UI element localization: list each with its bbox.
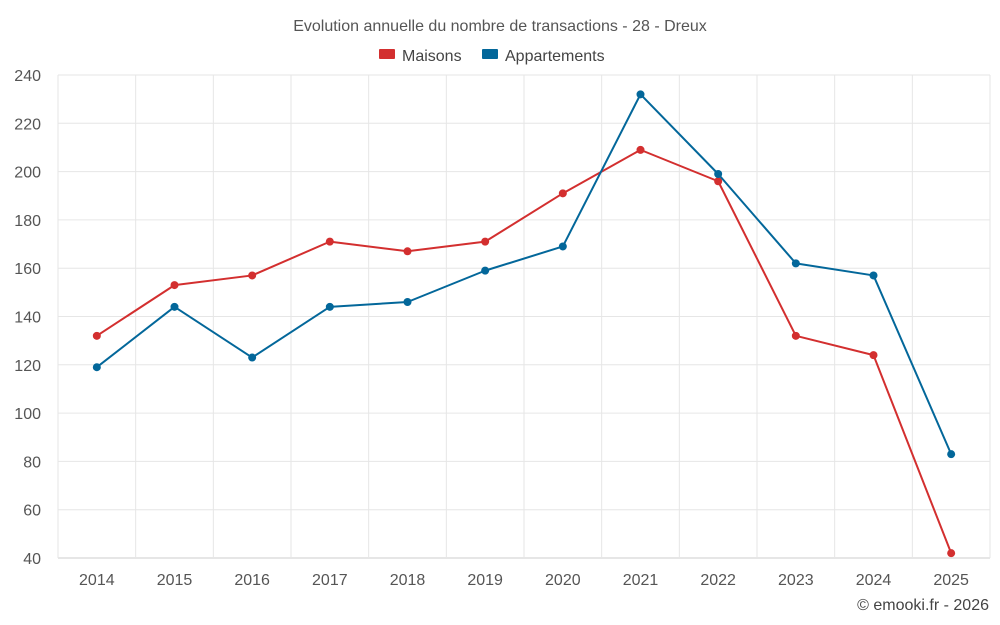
x-tick-label: 2021: [623, 572, 659, 589]
legend-swatch-appartements[interactable]: [482, 49, 498, 59]
data-point-maisons[interactable]: [248, 271, 257, 280]
x-tick-label: 2014: [79, 572, 115, 589]
y-tick-label: 120: [14, 358, 41, 375]
x-tick-label: 2019: [467, 572, 503, 589]
data-point-appartements[interactable]: [558, 242, 567, 251]
legend-label-appartements[interactable]: Appartements: [505, 48, 605, 65]
y-tick-label: 60: [23, 503, 41, 520]
data-point-maisons[interactable]: [636, 145, 645, 154]
y-tick-label: 40: [23, 551, 41, 568]
credit: © emooki.fr - 2026: [857, 597, 989, 614]
y-tick-label: 160: [14, 261, 41, 278]
legend-swatch-maisons[interactable]: [379, 49, 395, 59]
data-point-appartements[interactable]: [869, 271, 878, 280]
x-tick-label: 2023: [778, 572, 814, 589]
data-point-maisons[interactable]: [791, 331, 800, 340]
data-point-maisons[interactable]: [869, 351, 878, 360]
data-point-appartements[interactable]: [403, 298, 412, 307]
x-tick-label: 2020: [545, 572, 581, 589]
data-point-maisons[interactable]: [92, 331, 101, 340]
legend[interactable]: Maisons Appartements: [379, 48, 605, 65]
series-line-maisons: [96, 148, 953, 554]
data-point-appartements[interactable]: [325, 302, 334, 311]
data-point-maisons[interactable]: [947, 549, 956, 558]
data-point-appartements[interactable]: [170, 302, 179, 311]
data-point-maisons[interactable]: [403, 247, 412, 256]
x-tick-label: 2017: [312, 572, 348, 589]
data-point-maisons[interactable]: [714, 177, 723, 186]
x-tick-label: 2015: [157, 572, 193, 589]
y-tick-label: 240: [14, 68, 41, 85]
x-tick-label: 2025: [933, 572, 969, 589]
y-tick-label: 220: [14, 116, 41, 133]
x-tick-label: 2024: [856, 572, 892, 589]
data-point-appartements[interactable]: [481, 266, 490, 275]
legend-label-maisons[interactable]: Maisons: [402, 48, 462, 65]
y-tick-label: 100: [14, 406, 41, 423]
x-tick-label: 2018: [390, 572, 426, 589]
data-point-appartements[interactable]: [791, 259, 800, 268]
data-point-appartements[interactable]: [248, 353, 257, 362]
data-point-appartements[interactable]: [636, 90, 645, 99]
y-tick-label: 200: [14, 165, 41, 182]
data-point-maisons[interactable]: [325, 237, 334, 246]
grid: [57, 74, 991, 559]
chart-title: Evolution annuelle du nombre de transact…: [293, 18, 707, 35]
data-point-maisons[interactable]: [170, 281, 179, 290]
plot-area: [92, 90, 956, 558]
x-tick-label: 2016: [234, 572, 270, 589]
data-point-appartements[interactable]: [92, 363, 101, 372]
y-tick-label: 80: [23, 454, 41, 471]
x-axis: 2014 2015 2016 2017 2018 2019 2020 2021 2022 2023…: [79, 572, 969, 589]
x-tick-label: 2022: [700, 572, 736, 589]
series-line-appartements: [96, 93, 953, 455]
data-point-appartements[interactable]: [714, 170, 723, 179]
data-point-appartements[interactable]: [947, 450, 956, 459]
y-axis: 40 60 80 100 120 140 160 180 200 220 240: [14, 68, 41, 568]
data-point-maisons[interactable]: [481, 237, 490, 246]
data-point-maisons[interactable]: [558, 189, 567, 198]
y-tick-label: 140: [14, 310, 41, 327]
y-tick-label: 180: [14, 213, 41, 230]
